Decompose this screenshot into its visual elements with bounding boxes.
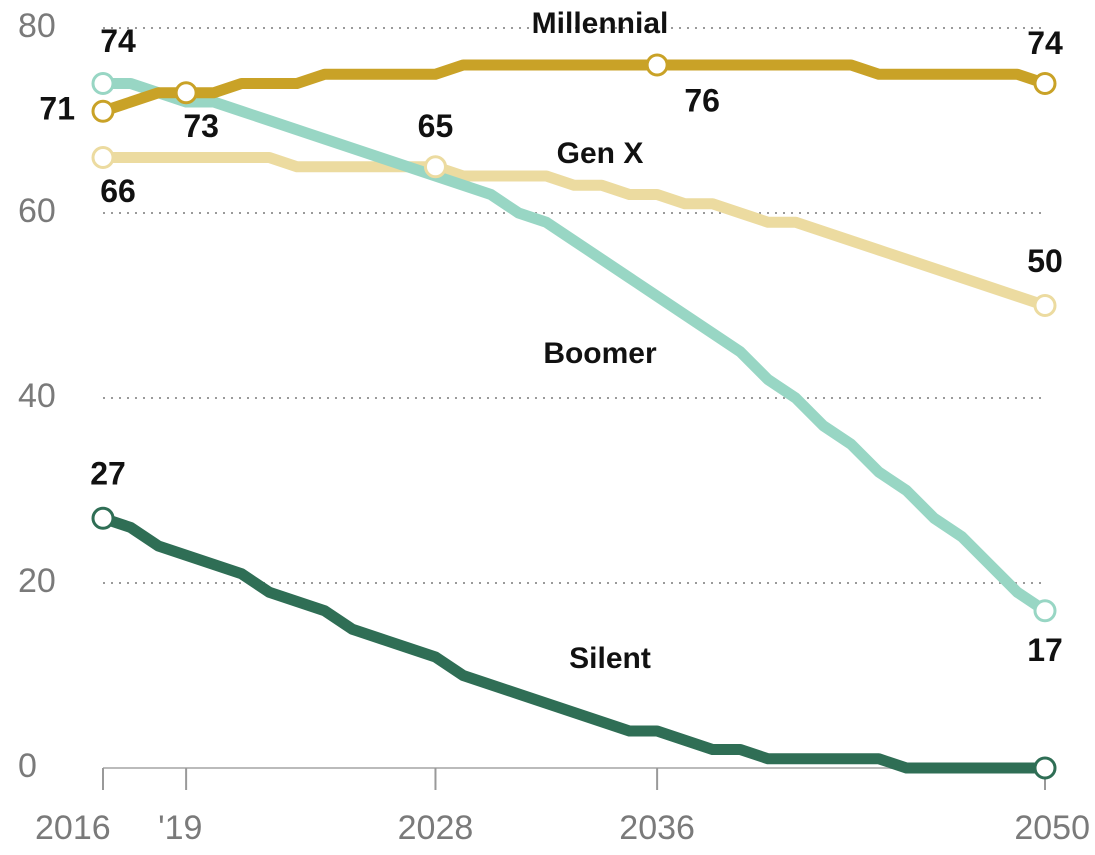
- data-label: 27: [90, 456, 126, 492]
- point-marker: [423, 155, 447, 179]
- point-marker: [91, 72, 115, 95]
- point-marker: [1033, 294, 1057, 317]
- y-tick-label: 20: [18, 562, 56, 600]
- series-line: [97, 152, 1051, 311]
- point-marker: [91, 99, 115, 123]
- y-tick-label: 40: [18, 377, 56, 415]
- data-label: 65: [418, 108, 454, 144]
- series-name: Silent: [569, 642, 651, 675]
- series-line: [97, 512, 1051, 774]
- point-marker: [91, 146, 115, 169]
- y-tick-label: 0: [18, 747, 37, 785]
- data-label: 50: [1027, 243, 1063, 279]
- point-marker: [1033, 72, 1057, 95]
- series-name: Gen X: [557, 137, 644, 170]
- point-marker: [645, 53, 669, 77]
- y-tick-label: 80: [18, 7, 56, 45]
- x-tick-label: 2050: [1014, 809, 1090, 847]
- point-marker: [91, 506, 115, 530]
- x-tick-label: 2028: [398, 809, 474, 847]
- point-marker: [174, 81, 198, 105]
- data-label: 71: [39, 91, 75, 127]
- point-marker: [1033, 599, 1057, 623]
- x-tick-label: 2016: [35, 809, 111, 847]
- data-label: 66: [100, 173, 136, 209]
- data-label: 73: [183, 108, 219, 144]
- series-line: [97, 78, 1051, 617]
- data-label: 76: [684, 82, 720, 118]
- x-tick-label: 2036: [619, 809, 695, 847]
- data-label: 74: [100, 23, 136, 59]
- series-name: Millennial: [532, 7, 669, 40]
- data-label: 17: [1027, 632, 1063, 668]
- series-name: Boomer: [543, 337, 657, 370]
- data-label: 74: [1027, 25, 1063, 61]
- y-tick-label: 60: [18, 192, 56, 230]
- end-marker: [1033, 756, 1057, 780]
- x-tick-label: '19: [158, 809, 202, 847]
- series-line: [97, 59, 1051, 117]
